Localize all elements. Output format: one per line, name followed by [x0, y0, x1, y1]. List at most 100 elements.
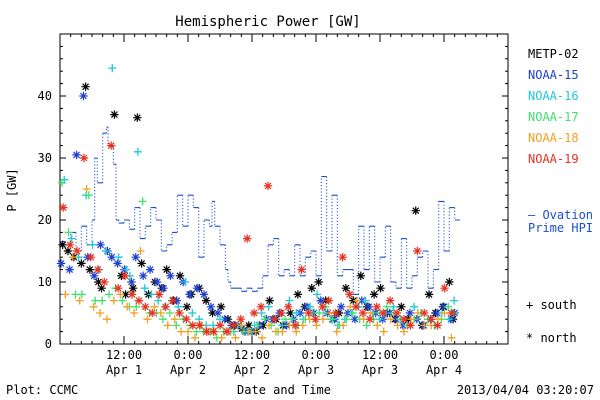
data-point [350, 315, 360, 324]
x-tick-label-date: Apr 3 [362, 363, 398, 377]
chart-title: Hemispheric Power [GW] [175, 14, 360, 30]
legend-item-noaa-15: NOAA-15 [528, 68, 579, 82]
x-tick-label-date: Apr 4 [426, 363, 462, 377]
data-point [281, 315, 290, 324]
data-point [222, 327, 232, 336]
data-point [172, 296, 181, 305]
data-point [161, 302, 170, 311]
data-point [405, 308, 415, 318]
data-point [217, 333, 226, 342]
data-point [316, 296, 325, 305]
data-point [439, 302, 449, 311]
data-point [332, 327, 341, 336]
series-noaa-15 [56, 91, 459, 336]
data-point [307, 284, 316, 293]
data-point [385, 296, 395, 305]
data-point [288, 315, 296, 324]
legend-item-noaa-18: NOAA-18 [528, 131, 579, 145]
legend-ovation-line1: — Ovation [528, 208, 593, 222]
data-point [331, 308, 340, 318]
data-point [138, 197, 147, 206]
data-point [88, 240, 97, 249]
data-point [152, 277, 162, 287]
x-tick-label-date: Apr 1 [106, 363, 142, 377]
plot-timestamp: 2013/04/04 03:20:07 [457, 383, 594, 397]
data-point [168, 296, 177, 305]
data-point [372, 302, 381, 311]
legend-item-metp-02: METP-02 [528, 47, 579, 61]
data-point [391, 315, 401, 324]
data-point [216, 302, 226, 311]
data-point [450, 296, 459, 305]
data-point [286, 308, 295, 318]
data-point [133, 147, 142, 156]
data-point [163, 321, 172, 330]
data-point [100, 277, 109, 287]
data-point [341, 284, 351, 293]
data-point [121, 290, 130, 299]
data-point [182, 302, 192, 311]
data-point [209, 327, 218, 336]
data-point [356, 271, 365, 280]
data-point [339, 321, 348, 330]
data-point [159, 284, 168, 293]
data-point [184, 327, 192, 336]
data-point [72, 150, 81, 160]
data-point [328, 315, 337, 324]
data-point [393, 321, 402, 330]
data-point [128, 284, 138, 293]
data-point [143, 315, 152, 324]
data-point [130, 309, 139, 317]
x-tick-label-time: 12:00 [362, 348, 398, 362]
data-point [172, 321, 181, 330]
data-point [192, 284, 202, 293]
data-point [236, 315, 245, 324]
data-point [127, 290, 137, 299]
series-noaa-18 [61, 185, 456, 342]
data-point [102, 315, 111, 324]
ovation-horizontal-segments [60, 126, 460, 295]
data-point [285, 296, 294, 305]
data-point [293, 290, 303, 299]
data-point [444, 315, 453, 324]
data-point [195, 321, 204, 330]
x-tick-label-time: 12:00 [234, 348, 270, 362]
data-point [420, 321, 429, 330]
data-point [65, 240, 75, 249]
y-tick-label: 20 [38, 213, 52, 227]
data-point [150, 302, 159, 311]
data-point [162, 265, 171, 274]
data-point [382, 302, 391, 311]
data-point [58, 240, 67, 249]
data-point [68, 253, 77, 262]
data-point [108, 64, 117, 73]
data-point [351, 302, 361, 311]
data-point [206, 302, 216, 311]
y-tick-label: 40 [38, 89, 52, 103]
data-point [114, 253, 123, 262]
ovation-prime-hpi-line [60, 126, 460, 295]
data-point [181, 278, 190, 286]
data-point [116, 290, 125, 299]
data-point [59, 203, 68, 212]
data-point [155, 290, 164, 299]
data-point [79, 91, 88, 101]
data-point [399, 315, 409, 324]
data-point [265, 321, 274, 330]
data-point [348, 309, 357, 317]
data-point [345, 290, 354, 299]
data-point [131, 253, 140, 262]
data-point [154, 296, 163, 305]
data-point [324, 296, 333, 305]
data-point [260, 315, 269, 324]
data-point [122, 265, 131, 274]
data-point [413, 246, 422, 256]
series-noaa-19 [59, 141, 456, 336]
data-point [147, 290, 156, 299]
satellite-series [56, 64, 459, 342]
data-point [424, 290, 434, 299]
data-point [127, 277, 136, 287]
data-point [336, 302, 346, 311]
data-point [188, 309, 197, 317]
